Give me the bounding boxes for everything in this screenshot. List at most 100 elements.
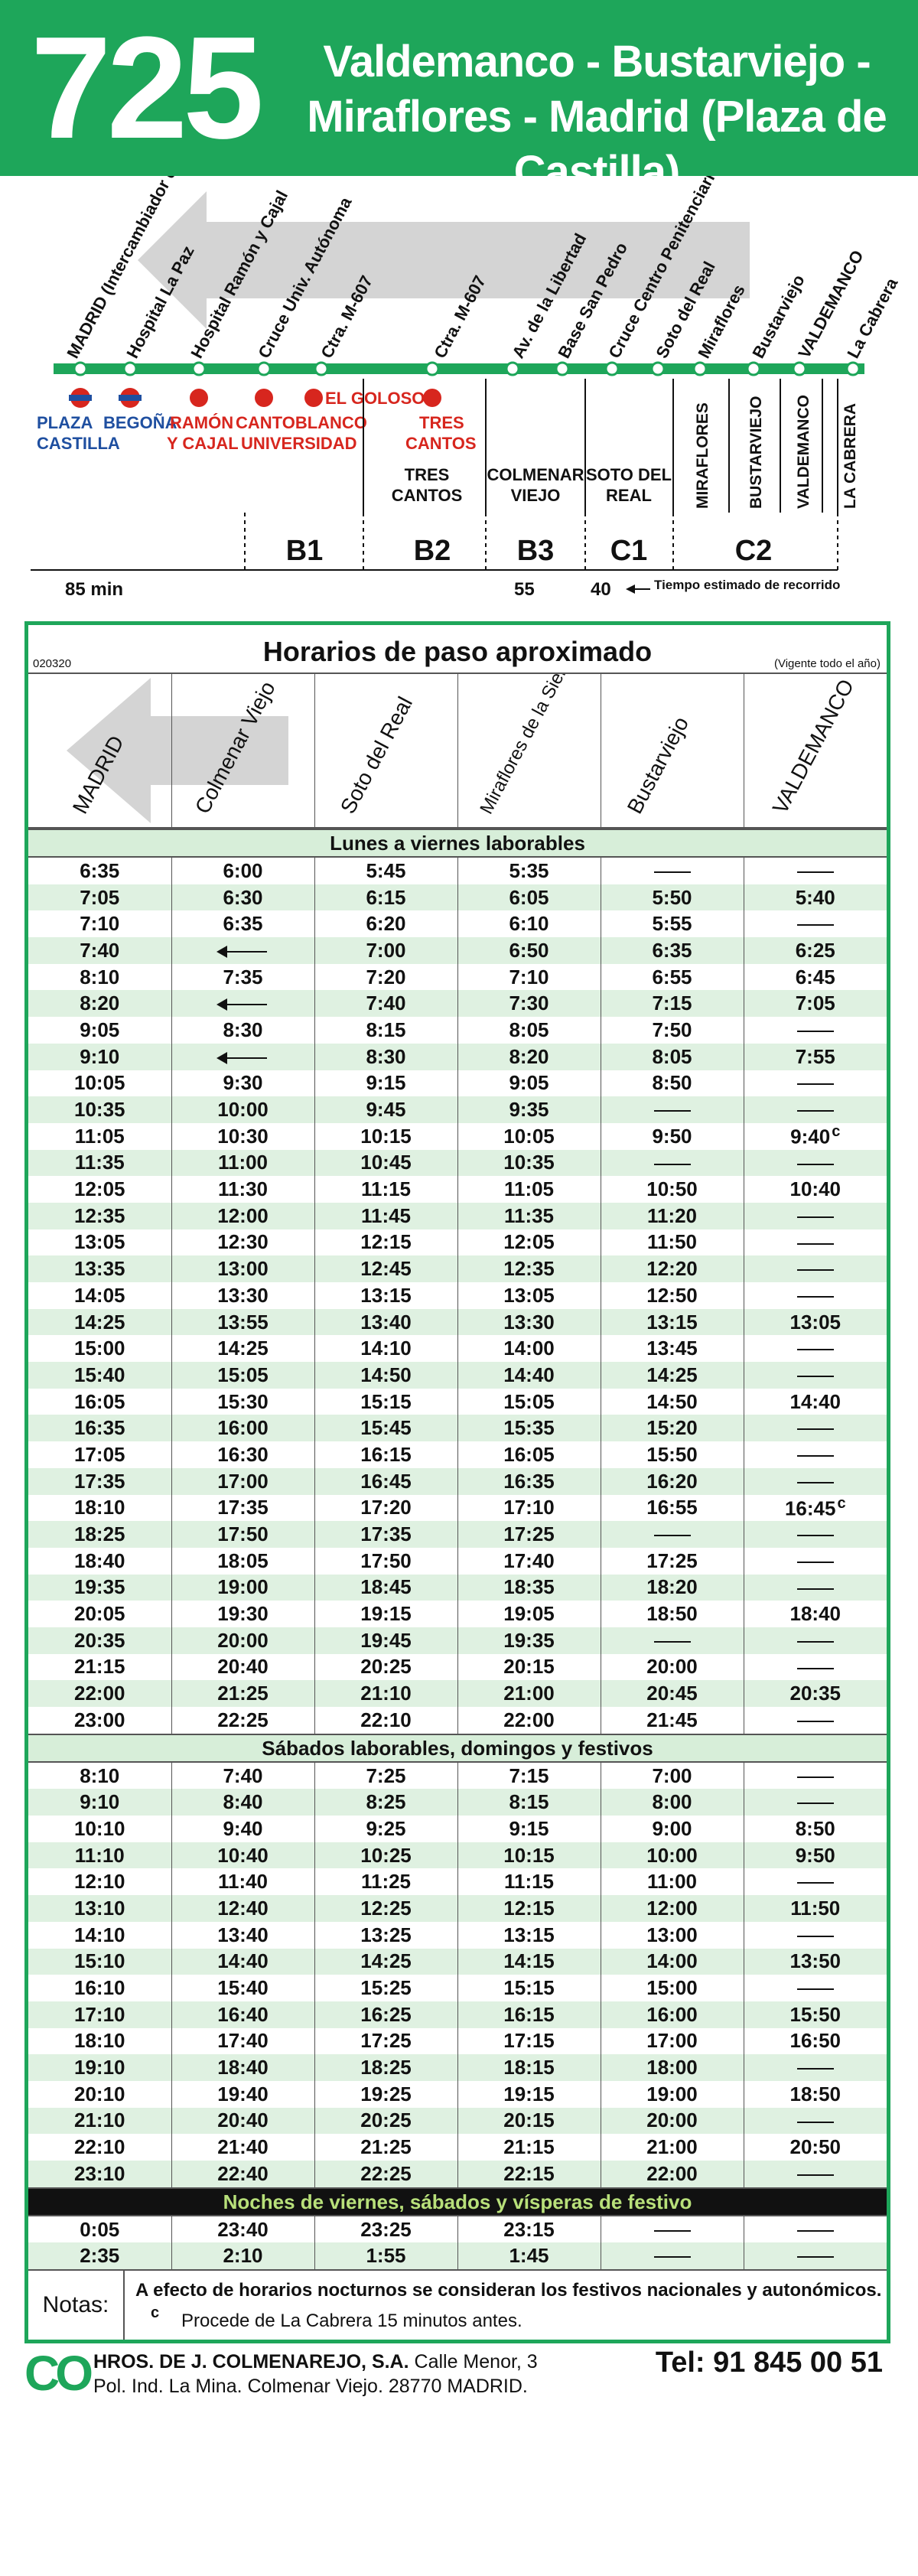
time-cell: 7:35 — [171, 963, 314, 991]
time-cell: 13:50 — [743, 1948, 887, 1975]
rail-label: EL GOLOSO — [325, 389, 425, 408]
time-cell — [743, 1229, 887, 1256]
no-service-dash — [796, 1295, 834, 1298]
time-cell: 13:00 — [600, 1921, 744, 1949]
table-row: 7:05 6:30 6:15 6:05 5:50 5:40 — [28, 884, 887, 911]
time-cell: 12:40 — [171, 1895, 314, 1922]
time-cell: 12:15 — [457, 1895, 601, 1922]
time-cell: 7:05 — [28, 884, 171, 911]
time-cell: 17:15 — [457, 2027, 601, 2055]
town-label: TRES — [405, 465, 450, 484]
notes: Notas: A efecto de horarios nocturnos se… — [28, 2269, 887, 2340]
time-cell: 8:00 — [600, 1789, 744, 1816]
time-cell: 11:05 — [74, 1124, 125, 1148]
time-cell: 1:55 — [314, 2242, 457, 2270]
time-cell: 7:15 — [600, 990, 744, 1018]
table-row: 13:10 12:40 12:25 12:15 12:00 11:50 — [28, 1895, 887, 1922]
time-cell: 18:25 — [28, 1521, 171, 1548]
time-cell — [743, 1521, 887, 1548]
town-label: LA CABRERA — [842, 403, 859, 509]
table-row: 18:10 17:40 17:25 17:15 17:00 16:50 — [28, 2027, 887, 2055]
table-row: 20:10 19:40 19:25 19:15 19:00 18:50 — [28, 2080, 887, 2108]
note-night: A efecto de horarios nocturnos se consid… — [135, 2280, 882, 2301]
time-cell: 15:35 — [457, 1415, 601, 1442]
time-cell: 11:00 — [171, 1149, 314, 1177]
table-row: 8:10 7:35 7:20 7:10 6:55 6:45 — [28, 963, 887, 991]
time-cell: 8:50 — [743, 1816, 887, 1842]
table-row: 11:10 10:40 10:25 10:15 10:00 9:50 — [28, 1842, 887, 1869]
time-cell: 18:00 — [600, 2054, 744, 2081]
time-cell: 6:15 — [314, 884, 457, 911]
table-row: 21:10 20:40 20:25 20:15 20:00 — [28, 2107, 887, 2135]
time-cell: 15:10 — [28, 1948, 171, 1975]
rail-label: CANTOBLANCO — [236, 413, 367, 432]
time-cell: 18:15 — [457, 2054, 601, 2081]
time-cell: 10:35 — [28, 1096, 171, 1123]
time-cell — [743, 1441, 887, 1468]
arrow-left-icon — [216, 998, 267, 1011]
time-cell: 16:40 — [171, 2001, 314, 2028]
time-cell — [600, 858, 744, 884]
time-cell: 7:10 — [80, 912, 120, 936]
time-cell: 16:35 — [28, 1415, 171, 1442]
time-cell: 8:20 — [457, 1043, 601, 1070]
time-cell — [600, 1149, 744, 1177]
time-cell: 15:45 — [314, 1415, 457, 1442]
time-cell: 21:00 — [457, 1680, 601, 1707]
route-title-line1: Valdemanco - Bustarviejo - — [323, 37, 871, 86]
table-row: 22:10 21:40 21:25 21:15 21:00 20:50 — [28, 2134, 887, 2161]
table-row: 9:10 8:40 8:25 8:15 8:00 — [28, 1789, 887, 1816]
time-cell: 16:25 — [314, 2001, 457, 2028]
time-cell: 21:10 — [314, 1680, 457, 1707]
table-row: 15:10 14:40 14:25 14:15 14:00 13:50 — [28, 1948, 887, 1975]
time-cell: 8:50 — [600, 1070, 744, 1097]
time-cell: 7:05 — [743, 990, 887, 1018]
no-service-dash — [796, 2229, 834, 2232]
time-cell: 13:00 — [171, 1255, 314, 1282]
route-line — [54, 363, 864, 374]
time-cell: 6:00 — [171, 858, 314, 884]
stop-marker — [505, 361, 520, 376]
arrow-left-icon — [216, 946, 267, 959]
time-cell: 12:05 — [74, 1177, 125, 1201]
stop-marker — [314, 361, 329, 376]
no-service-dash — [796, 1667, 834, 1669]
time-cell: 13:15 — [600, 1308, 744, 1336]
table-row: 11:05 10:30 10:15 10:05 9:50 9:40 c — [28, 1122, 887, 1150]
time-cell: 16:15 — [457, 2001, 601, 2028]
time-cell: 19:25 — [314, 2080, 457, 2108]
time-cell: 9:50 — [743, 1842, 887, 1869]
time-cell — [600, 2242, 744, 2270]
time-cell — [171, 990, 314, 1018]
stop-marker — [792, 361, 807, 376]
time-cell: 13:30 — [457, 1308, 601, 1336]
time-cell: 11:15 — [314, 1176, 457, 1203]
stop-marker — [122, 361, 138, 376]
time-cell: 16:00 — [600, 2001, 744, 2028]
time-cell: 8:20 — [28, 990, 171, 1018]
time-cell: 11:35 — [28, 1149, 171, 1177]
schedule-table: 0:05 23:40 23:25 23:15 2:35 2:10 1:55 1:45 — [28, 2216, 887, 2270]
time-cell: 7:15 — [457, 1762, 601, 1790]
travel-time: 85 min — [65, 579, 123, 600]
time-cell: 12:35 — [28, 1202, 171, 1229]
time-cell: 10:10 — [74, 1816, 125, 1840]
time-cell: 14:10 — [314, 1335, 457, 1363]
time-cell — [743, 1282, 887, 1309]
section-title: Noches de viernes, sábados y vísperas de… — [28, 2187, 887, 2216]
no-service-dash — [796, 1588, 834, 1590]
time-cell: 11:35 — [457, 1202, 601, 1229]
no-service-dash — [796, 2256, 834, 2258]
time-cell: 17:35 — [171, 1494, 314, 1522]
stop-marker — [555, 361, 570, 376]
time-cell — [743, 1789, 887, 1816]
time-cell — [743, 1653, 887, 1681]
no-service-dash — [796, 1535, 834, 1537]
direction-arrow-icon — [67, 678, 288, 823]
time-cell — [743, 1868, 887, 1896]
metro-icon — [119, 388, 142, 408]
time-cell: 8:05 — [600, 1043, 744, 1070]
time-cell: 16:05 — [457, 1441, 601, 1468]
time-cell: 18:20 — [600, 1574, 744, 1601]
no-service-dash — [796, 1561, 834, 1563]
